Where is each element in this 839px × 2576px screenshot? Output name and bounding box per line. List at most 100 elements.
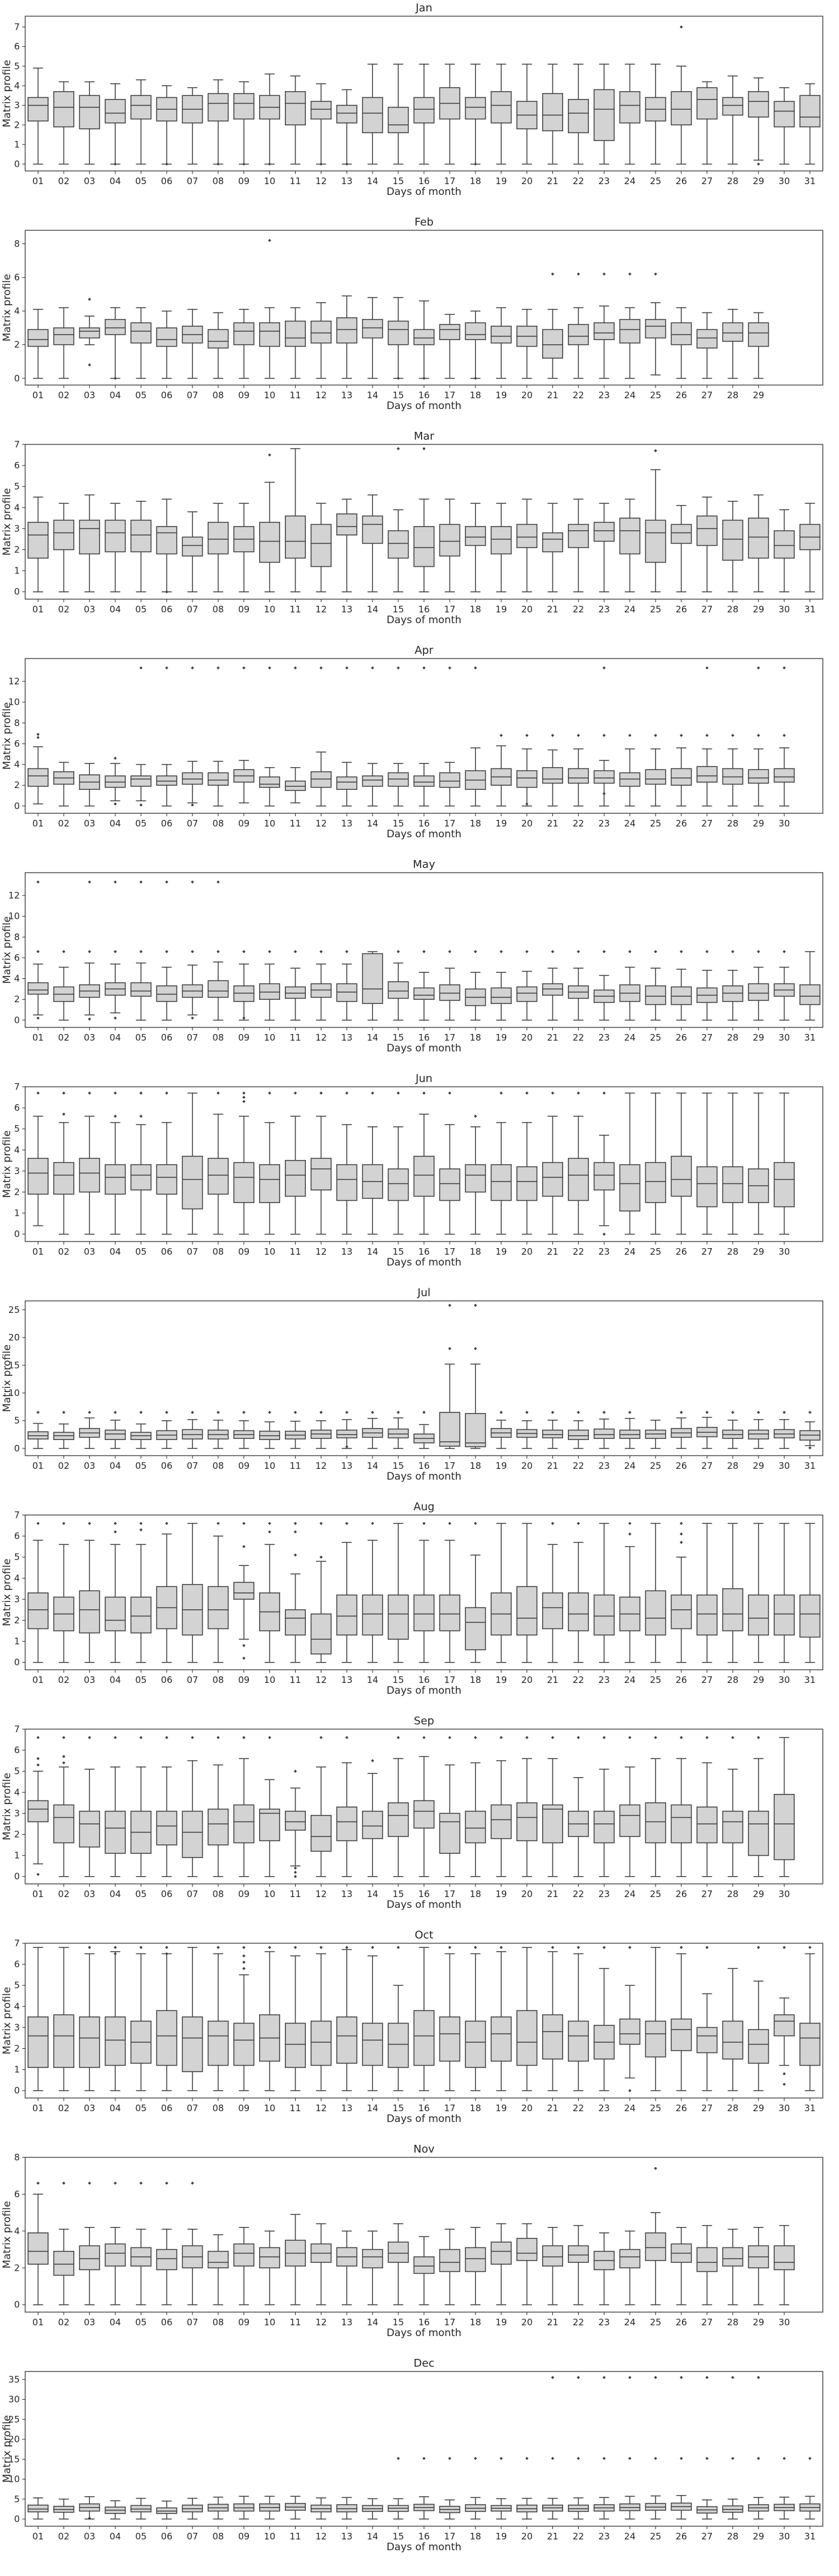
box-day-10 — [259, 239, 281, 379]
iqr-box — [208, 522, 229, 555]
box-day-13 — [336, 949, 357, 1021]
x-tick-label: 14 — [367, 2531, 378, 2542]
x-tick-label: 10 — [264, 1246, 275, 1257]
x-tick-label: 17 — [444, 1460, 455, 1471]
outlier-point — [396, 666, 400, 670]
x-tick-label: 15 — [393, 176, 404, 187]
x-tick-label: 08 — [212, 604, 224, 615]
x-tick-label: 16 — [418, 1675, 429, 1685]
x-tick-label: 29 — [753, 1032, 764, 1043]
iqr-box — [310, 320, 332, 344]
box-day-17 — [439, 2457, 461, 2520]
box-day-28 — [722, 949, 744, 1021]
outlier-point — [602, 2457, 606, 2460]
outlier-point — [216, 1946, 220, 1949]
x-tick-label: 06 — [161, 1032, 172, 1043]
y-axis-label: Matrix profile — [1, 2201, 13, 2269]
x-tick-label: 21 — [547, 1032, 558, 1043]
x-tick-label: 15 — [393, 1246, 404, 1257]
box-day-21 — [542, 949, 563, 1021]
outlier-point — [576, 2457, 581, 2460]
iqr-box — [285, 91, 306, 126]
y-tick-label: 3 — [14, 1165, 20, 1176]
x-tick-label: 17 — [444, 818, 455, 829]
box-day-19 — [491, 1091, 512, 1235]
box-day-13 — [336, 295, 357, 379]
box-day-07 — [182, 880, 203, 1020]
iqr-box — [362, 2022, 383, 2066]
x-tick-label: 05 — [136, 390, 147, 401]
iqr-box — [233, 985, 255, 1002]
outlier-point — [62, 1736, 65, 1739]
iqr-box — [696, 1806, 718, 1844]
box-day-06 — [156, 2500, 178, 2520]
outlier-point — [165, 590, 169, 594]
x-tick-label: 21 — [547, 2531, 558, 2542]
y-tick-label: 5 — [14, 1123, 20, 1134]
x-tick-label: 20 — [521, 1889, 533, 1899]
x-tick-label: 29 — [753, 1675, 764, 1685]
outlier-point — [113, 1952, 117, 1956]
y-tick-label: 4 — [14, 1144, 20, 1155]
outlier-point — [139, 1528, 143, 1532]
x-tick-label: 27 — [701, 176, 712, 187]
outlier-point — [165, 162, 169, 166]
box-day-15 — [387, 447, 409, 593]
box-day-15 — [387, 1523, 409, 1663]
box-day-27 — [696, 1092, 718, 1235]
iqr-box — [619, 91, 640, 124]
x-tick-label: 01 — [32, 1889, 44, 1899]
box-day-15 — [387, 949, 409, 1021]
x-tick-label: 04 — [110, 1889, 121, 1899]
x-tick-label: 27 — [701, 1246, 712, 1257]
box-day-14 — [362, 494, 383, 593]
y-tick-label: 0 — [14, 2085, 20, 2096]
y-tick-label: 0 — [14, 2514, 20, 2524]
box-day-26 — [670, 1411, 692, 1449]
x-tick-label: 07 — [187, 2103, 198, 2114]
outlier-point — [396, 1411, 400, 1414]
outlier-point — [139, 1946, 143, 1949]
box-day-13 — [336, 1091, 357, 1235]
outlier-point — [679, 949, 683, 954]
x-tick-label: 24 — [624, 604, 636, 615]
x-tick-label: 31 — [804, 2531, 816, 2542]
iqr-box — [491, 326, 512, 344]
box-day-07 — [182, 87, 203, 165]
x-tick-label: 16 — [418, 390, 429, 401]
box-day-31 — [799, 1411, 821, 1450]
x-tick-label: 08 — [212, 1246, 224, 1257]
outlier-point — [757, 1411, 760, 1414]
outlier-point — [216, 880, 220, 884]
iqr-box — [413, 2010, 435, 2066]
iqr-box — [722, 2247, 744, 2267]
iqr-box — [748, 1594, 769, 1636]
outlier-point — [500, 1411, 503, 1414]
iqr-box — [799, 1594, 821, 1638]
outlier-point — [757, 2457, 760, 2460]
box-day-29 — [748, 1092, 769, 1235]
outlier-point — [371, 1522, 374, 1525]
box-day-01 — [27, 309, 49, 379]
iqr-box — [156, 1164, 178, 1195]
iqr-box — [130, 1597, 152, 1634]
iqr-box — [208, 93, 229, 122]
x-tick-label: 05 — [136, 818, 147, 829]
box-day-02 — [53, 762, 74, 807]
outlier-point — [345, 1522, 348, 1525]
box-day-16 — [413, 2457, 435, 2520]
y-tick-label: 2 — [14, 2043, 20, 2054]
x-tick-label: 26 — [675, 1889, 687, 1899]
iqr-box — [542, 1429, 563, 1439]
x-tick-label: 02 — [58, 2317, 70, 2328]
y-tick-label: 6 — [14, 1959, 20, 1970]
outlier-point — [705, 2376, 709, 2379]
x-tick-label: 13 — [341, 2317, 353, 2328]
box-day-17 — [439, 498, 461, 593]
box-day-25 — [645, 64, 666, 165]
outlier-point — [396, 1091, 400, 1095]
x-tick-label: 23 — [599, 818, 610, 829]
x-tick-label: 18 — [470, 1675, 481, 1685]
x-tick-label: 16 — [418, 604, 429, 615]
